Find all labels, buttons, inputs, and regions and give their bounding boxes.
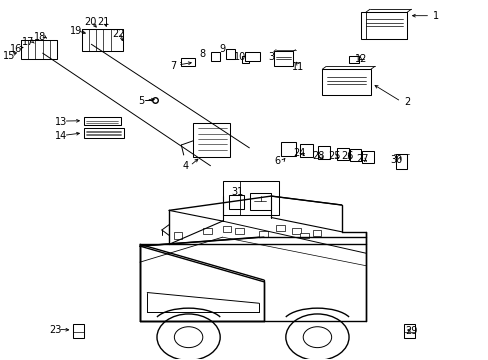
Bar	[73, 324, 84, 338]
Bar	[276, 225, 285, 231]
Bar	[299, 144, 312, 157]
Bar	[234, 228, 243, 234]
Text: 24: 24	[292, 148, 305, 158]
Text: 21: 21	[98, 17, 110, 27]
Text: 9: 9	[219, 44, 225, 54]
Text: 30: 30	[389, 156, 402, 165]
Bar	[281, 142, 295, 156]
Bar	[222, 226, 231, 232]
Text: 12: 12	[355, 54, 367, 64]
Bar	[84, 117, 120, 125]
Text: 31: 31	[230, 187, 243, 197]
Bar	[203, 228, 211, 234]
Bar	[318, 147, 329, 158]
Bar	[395, 154, 406, 168]
Text: 29: 29	[404, 326, 416, 336]
Bar	[349, 149, 361, 161]
Text: 2: 2	[403, 97, 409, 107]
Text: 13: 13	[55, 117, 67, 127]
Bar	[174, 232, 182, 239]
Bar	[322, 69, 370, 95]
Text: 16: 16	[10, 44, 22, 54]
Bar	[361, 12, 407, 39]
Bar	[312, 230, 321, 236]
Bar	[259, 231, 267, 237]
Bar	[245, 53, 260, 62]
Bar	[81, 29, 122, 51]
Text: 6: 6	[274, 156, 280, 166]
Text: 18: 18	[34, 32, 47, 42]
Text: 23: 23	[49, 325, 61, 335]
Text: 26: 26	[341, 152, 353, 161]
Bar	[228, 195, 243, 209]
Bar	[250, 193, 270, 210]
Bar	[336, 148, 348, 160]
Text: 22: 22	[112, 28, 124, 39]
Text: 11: 11	[291, 62, 304, 72]
Text: 14: 14	[55, 131, 67, 141]
Bar	[273, 51, 292, 66]
Text: 15: 15	[3, 51, 16, 61]
Bar	[241, 56, 249, 63]
Text: 20: 20	[84, 17, 96, 27]
Text: 4: 4	[182, 161, 188, 171]
Text: 17: 17	[22, 37, 35, 47]
Text: 3: 3	[267, 53, 273, 63]
Text: 25: 25	[327, 152, 340, 161]
Text: 8: 8	[200, 49, 205, 59]
Text: 27: 27	[356, 154, 368, 164]
Bar	[193, 123, 229, 157]
Bar	[300, 233, 308, 238]
Bar	[181, 58, 195, 66]
Bar	[291, 228, 300, 234]
Bar	[21, 40, 57, 59]
Text: 28: 28	[312, 152, 325, 161]
Text: 5: 5	[138, 96, 144, 106]
Bar	[84, 128, 123, 138]
Text: 1: 1	[432, 11, 438, 21]
Bar	[222, 181, 278, 215]
Bar	[362, 151, 373, 163]
Bar	[403, 324, 414, 338]
Bar	[225, 49, 234, 59]
Text: 10: 10	[233, 53, 245, 63]
Text: 7: 7	[170, 61, 176, 71]
Bar	[211, 52, 220, 61]
Text: 19: 19	[69, 26, 81, 36]
Bar	[348, 56, 358, 63]
